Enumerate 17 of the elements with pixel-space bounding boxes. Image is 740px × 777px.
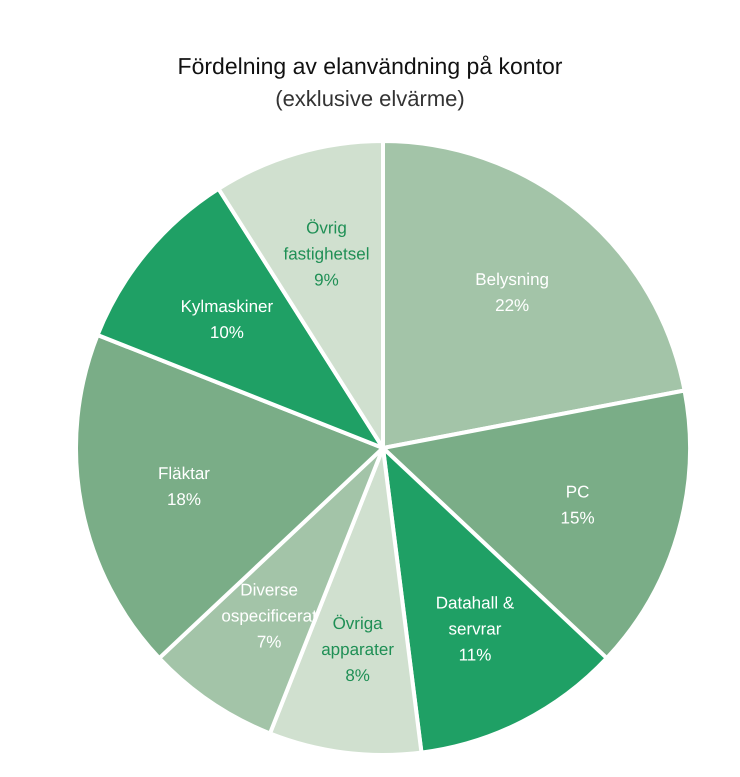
chart-title: Fördelning av elanvändning på kontor — [176, 53, 564, 80]
slice-label: Belysning — [475, 269, 550, 288]
data-label: 8% — [345, 666, 370, 685]
slice-label: Övrig fastighetsel — [283, 218, 370, 263]
data-label: 15% — [560, 508, 595, 528]
slice-label: Datahall & servrar — [436, 593, 515, 638]
data-label: 11% — [458, 645, 492, 664]
data-label: 7% — [256, 632, 282, 652]
data-label: 9% — [314, 270, 339, 289]
data-label: 22% — [495, 295, 530, 314]
data-label: 18% — [166, 489, 201, 508]
data-label: 10% — [210, 322, 244, 342]
slice-label: Fläktar — [158, 463, 210, 482]
slice-label: Kylmaskiner — [180, 296, 274, 316]
slice-label: PC — [566, 482, 590, 502]
chart-subtitle: (exklusive elvärme) — [274, 86, 466, 112]
slice-label: Övriga apparater — [321, 614, 394, 659]
